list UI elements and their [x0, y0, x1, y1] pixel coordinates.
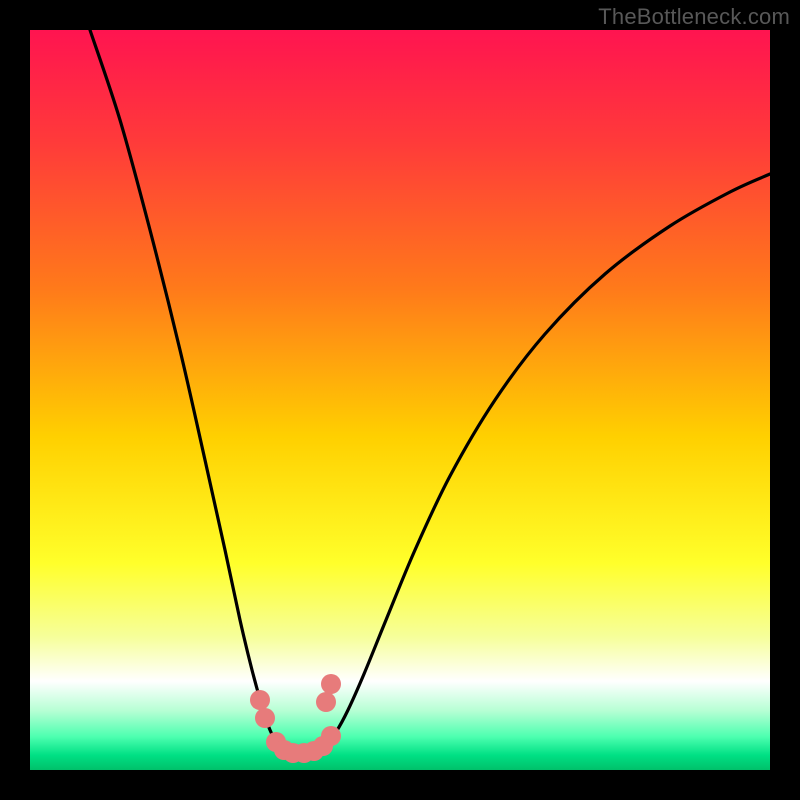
plot-area — [30, 30, 770, 770]
chart-frame: TheBottleneck.com — [0, 0, 800, 800]
bottleneck-curve — [90, 30, 770, 753]
curve-marker — [255, 708, 275, 728]
curve-markers — [250, 674, 341, 763]
curve-marker — [321, 726, 341, 746]
curve-marker — [316, 692, 336, 712]
curve-marker — [321, 674, 341, 694]
curve-marker — [250, 690, 270, 710]
attribution-text: TheBottleneck.com — [598, 4, 790, 30]
curve-layer — [30, 30, 770, 770]
